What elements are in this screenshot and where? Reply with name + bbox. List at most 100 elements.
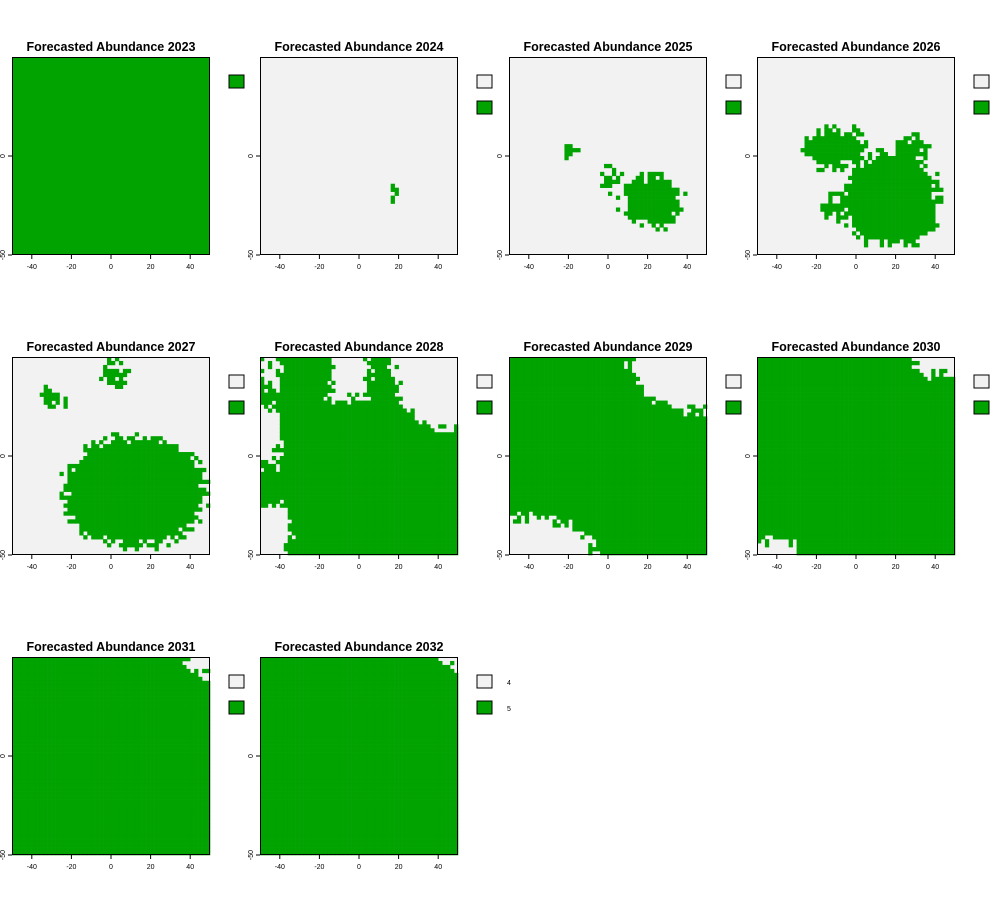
raster-cell <box>275 368 281 374</box>
raster-cell <box>867 219 873 224</box>
raster-cell <box>512 444 518 449</box>
raster-cell <box>299 368 304 374</box>
raster-cell <box>927 211 932 216</box>
raster-cell <box>343 507 348 512</box>
raster-cell <box>600 448 605 453</box>
raster-cell <box>359 547 364 552</box>
raster-cell <box>596 527 601 532</box>
raster-cell <box>528 491 534 496</box>
raster-cell <box>150 519 155 524</box>
raster-cell <box>315 539 320 544</box>
raster-cell <box>319 531 324 536</box>
raster-cell <box>608 547 613 552</box>
raster-cell <box>651 211 656 216</box>
raster-cell <box>114 531 120 536</box>
raster-cell <box>295 388 300 393</box>
raster-cell <box>592 456 597 461</box>
raster-cell <box>580 400 585 405</box>
raster-cell <box>378 436 384 441</box>
raster-cell <box>103 368 108 374</box>
raster-cell <box>355 463 360 469</box>
raster-cell <box>295 384 300 389</box>
raster-cell <box>430 503 435 508</box>
raster-cell <box>138 491 143 496</box>
raster-cell <box>422 444 427 449</box>
raster-cell <box>287 459 292 465</box>
raster-cell <box>667 199 672 204</box>
raster-cell <box>382 507 388 512</box>
raster-cell <box>915 152 920 157</box>
raster-cell <box>362 459 368 465</box>
raster-cell <box>107 456 112 461</box>
raster-cell <box>418 424 423 429</box>
raster-cell <box>327 384 332 389</box>
raster-cell <box>315 384 320 389</box>
raster-cell <box>287 368 292 374</box>
raster-cell <box>386 543 391 548</box>
raster-cell <box>552 428 557 433</box>
raster-cell <box>63 487 68 492</box>
raster-cell <box>643 187 648 192</box>
raster-cell <box>291 551 296 556</box>
raster-cell <box>355 392 360 397</box>
raster-cell <box>347 428 352 433</box>
raster-cell <box>434 507 439 512</box>
x-tick-label: 0 <box>357 264 361 271</box>
raster-cell <box>398 515 403 520</box>
raster-cell <box>374 527 380 532</box>
raster-cell <box>615 459 621 465</box>
raster-cell <box>260 392 265 397</box>
raster-cell <box>871 171 877 177</box>
raster-cell <box>820 159 825 165</box>
raster-cell <box>604 392 609 397</box>
raster-cell <box>87 523 92 528</box>
x-tick-label: -20 <box>314 264 324 271</box>
raster-cell <box>528 467 534 473</box>
raster-cell <box>122 487 128 492</box>
raster-cell <box>564 144 569 149</box>
raster-cell <box>374 503 380 508</box>
raster-cell <box>560 376 565 382</box>
raster-cell <box>544 357 549 362</box>
raster-cell <box>366 392 372 397</box>
raster-cell <box>311 392 316 397</box>
raster-cell <box>907 199 912 204</box>
raster-cell <box>166 483 171 488</box>
raster-cell <box>154 503 159 508</box>
raster-cell <box>91 531 96 536</box>
raster-cell <box>87 515 92 520</box>
raster-cell <box>560 448 565 453</box>
raster-cell <box>588 372 593 378</box>
raster-cell <box>154 531 159 536</box>
raster-cell <box>87 511 92 516</box>
raster-cell <box>386 483 391 488</box>
raster-cell <box>323 547 328 552</box>
raster-cell <box>79 463 84 469</box>
raster-cell <box>370 507 376 512</box>
raster-cell <box>418 475 423 481</box>
raster-cell <box>895 183 900 188</box>
raster-cell <box>355 539 360 544</box>
raster-cell <box>438 507 443 512</box>
raster-cell <box>118 531 124 536</box>
raster-cell <box>859 175 865 181</box>
raster-cell <box>604 551 609 556</box>
raster-cell <box>331 467 336 473</box>
x-tick-label: 40 <box>434 564 442 571</box>
raster-cell <box>351 495 356 500</box>
raster-cell <box>915 243 920 248</box>
raster-cell <box>134 531 140 536</box>
raster-cell <box>442 459 447 465</box>
raster-cell <box>548 448 553 453</box>
raster-cell <box>438 519 443 524</box>
raster-cell <box>162 452 167 457</box>
raster-cell <box>335 495 340 500</box>
raster-cell <box>323 463 328 469</box>
raster-cell <box>410 543 415 548</box>
raster-cell <box>303 456 308 461</box>
raster-cell <box>79 519 84 524</box>
raster-cell <box>524 440 530 445</box>
raster-cell <box>370 432 376 437</box>
raster-cell <box>378 547 384 552</box>
raster-cell <box>442 547 447 552</box>
